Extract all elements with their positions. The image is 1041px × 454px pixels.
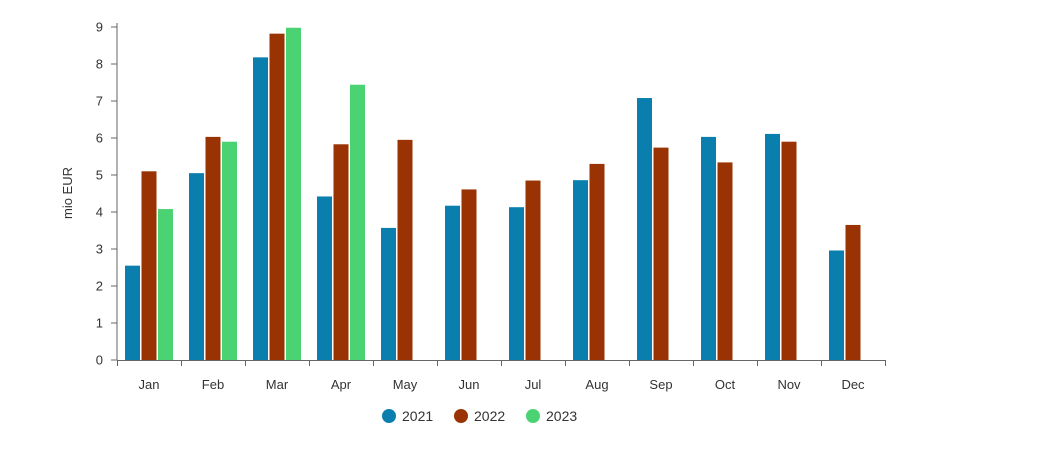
x-axis-ticks: Jan Feb Mar Apr May Jun Jul Aug Sep Oct Nov Dec [117,360,886,392]
y-tick-label: 1 [96,316,103,331]
y-tick-label: 7 [96,94,103,109]
x-tick-label: Mar [266,377,289,392]
bar-2022-jul[interactable] [525,180,541,360]
bar-2023-feb[interactable] [222,141,237,360]
y-tick-label: 3 [96,242,103,257]
bar-2022-jun[interactable] [461,189,477,360]
bar-2021-oct[interactable] [701,136,716,360]
bar-2021-mar[interactable] [253,57,268,361]
bar-2021-sep[interactable] [637,98,652,360]
y-tick-label: 9 [96,20,103,35]
legend-item-2021[interactable]: 2021 [382,408,433,424]
y-tick-label: 8 [96,57,103,72]
x-tick-label: Jul [525,377,542,392]
x-tick-label: Oct [715,377,736,392]
y-axis-title: mio EUR [60,167,75,219]
y-tick-label: 2 [96,279,103,294]
legend-label: 2021 [402,408,433,424]
legend-marker [526,409,540,423]
bar-2021-nov[interactable] [765,133,780,360]
bar-2022-oct[interactable] [717,162,733,360]
x-tick-label: Apr [331,377,352,392]
bar-2022-apr[interactable] [333,144,349,360]
bar-2023-jan[interactable] [158,209,173,360]
bar-2022-nov[interactable] [781,141,797,360]
bar-2023-apr[interactable] [350,84,365,360]
x-tick-label: Nov [777,377,801,392]
bar-2022-dec[interactable] [845,224,861,360]
bar-2022-sep[interactable] [653,147,669,360]
y-tick-label: 0 [96,353,103,368]
bars [125,27,861,361]
legend-marker [382,409,396,423]
x-tick-label: Feb [202,377,224,392]
bar-2021-may[interactable] [381,227,396,360]
x-tick-label: Jan [139,377,160,392]
bar-2022-feb[interactable] [205,136,221,360]
bar-2023-mar[interactable] [286,27,301,361]
y-tick-label: 4 [96,205,103,220]
legend-label: 2022 [474,408,505,424]
y-tick-label: 5 [96,168,103,183]
legend-label: 2023 [546,408,577,424]
bar-2022-may[interactable] [397,139,413,360]
y-axis-ticks: 0 1 2 3 4 5 6 7 8 9 [96,20,117,368]
bar-2021-feb[interactable] [189,173,204,360]
x-tick-label: Jun [459,377,480,392]
x-tick-label: Dec [841,377,865,392]
bar-2021-dec[interactable] [829,250,844,360]
legend-item-2023[interactable]: 2023 [526,408,577,424]
bar-2022-aug[interactable] [589,163,605,360]
bar-2022-mar[interactable] [269,33,285,360]
bar-2022-jan[interactable] [141,171,157,360]
x-tick-label: Aug [585,377,608,392]
y-tick-label: 6 [96,131,103,146]
x-tick-label: May [393,377,418,392]
bar-2021-apr[interactable] [317,196,332,360]
bar-2021-jul[interactable] [509,207,524,360]
bar-2021-aug[interactable] [573,180,588,360]
bar-2021-jun[interactable] [445,205,460,360]
legend: 2021 2022 2023 [382,408,577,424]
legend-item-2022[interactable]: 2022 [454,408,505,424]
legend-marker [454,409,468,423]
x-tick-label: Sep [649,377,672,392]
bar-2021-jan[interactable] [125,265,140,360]
